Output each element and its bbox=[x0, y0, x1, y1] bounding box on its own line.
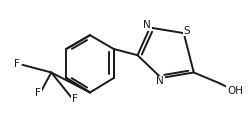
Text: S: S bbox=[184, 26, 190, 36]
Text: N: N bbox=[143, 20, 151, 30]
Text: N: N bbox=[156, 76, 164, 86]
Text: F: F bbox=[14, 59, 20, 69]
Text: F: F bbox=[72, 94, 78, 104]
Text: F: F bbox=[35, 88, 41, 98]
Text: OH: OH bbox=[227, 86, 243, 96]
